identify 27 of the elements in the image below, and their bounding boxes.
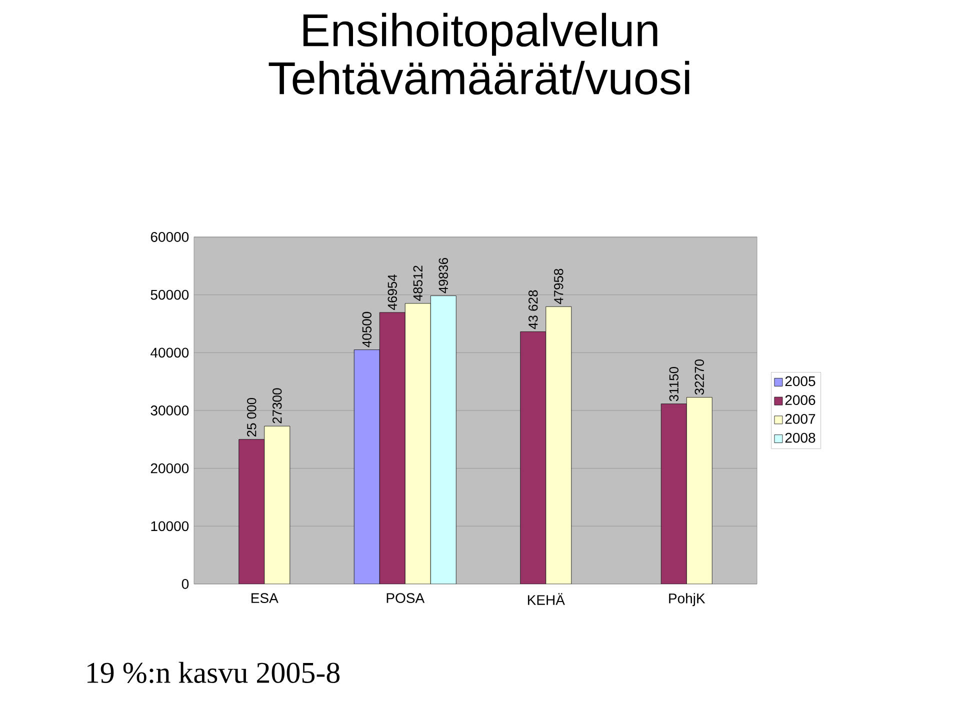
- legend-label: 2005: [785, 376, 816, 386]
- text: 19 %:n kasvu 2005-8: [88, 662, 340, 684]
- legend-label: 2008: [785, 432, 816, 443]
- data-label: 40500: [362, 312, 372, 348]
- data-label: 25 000: [247, 398, 256, 437]
- x-tick-label: KEHÄ: [528, 593, 565, 605]
- data-label: 32270: [694, 360, 704, 395]
- y-tick-label: 50000: [150, 290, 189, 300]
- y-tick-label: 0: [182, 579, 189, 589]
- x-tick-label: ESA: [252, 593, 278, 604]
- data-label: 47958: [554, 268, 564, 304]
- chart-title: Ensihoitopalvelun Tehtävämäärät/vuosi: [268, 12, 690, 95]
- data-label: 48512: [413, 266, 422, 301]
- y-tick-label: 40000: [150, 348, 189, 358]
- x-tick-label: PohjK: [669, 593, 706, 606]
- y-tick-label: 60000: [150, 232, 189, 242]
- data-label: 31150: [669, 366, 678, 402]
- data-label: 46954: [388, 274, 397, 310]
- data-label: 49836: [438, 258, 448, 294]
- y-tick-label: 20000: [150, 463, 189, 474]
- data-label: 27300: [272, 388, 282, 424]
- y-tick-label: 10000: [151, 521, 189, 532]
- legend-label: 2007: [785, 414, 816, 424]
- y-tick-label: 30000: [150, 406, 189, 416]
- data-label: 43 628: [528, 290, 538, 330]
- legend-label: 2006: [785, 395, 816, 406]
- x-tick-label: POSA: [386, 593, 425, 604]
